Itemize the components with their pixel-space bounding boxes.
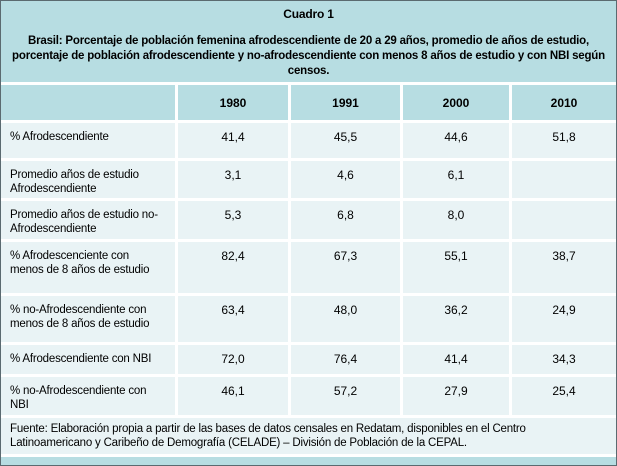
row-label: % no-Afrodescendiente con NBI (1, 377, 175, 415)
table-cell: 44,6 (403, 123, 509, 158)
table-cell: 76,4 (291, 345, 400, 374)
table-cell: 41,4 (403, 345, 509, 374)
column-header-2000: 2000 (403, 85, 509, 120)
table-cell: 34,3 (512, 345, 616, 374)
table-cell: 67,3 (291, 242, 400, 293)
column-header-2010: 2010 (512, 85, 616, 120)
table-cell: 4,6 (291, 161, 400, 198)
data-table: 1980 1991 2000 2010 % Afrodescendiente 4… (1, 82, 616, 457)
table-cell: 6,1 (403, 161, 509, 198)
table-cell: 8,0 (403, 201, 509, 239)
table-cell: 51,8 (512, 123, 616, 158)
table-cell: 55,1 (403, 242, 509, 293)
source-note: Fuente: Elaboración propia a partir de l… (1, 418, 616, 454)
table-cell: 57,2 (291, 377, 400, 415)
table-number-title: Cuadro 1 (283, 7, 334, 21)
row-label: Promedio años de estudio no-Afrodescendi… (1, 201, 175, 239)
table-cell: 38,7 (512, 242, 616, 293)
table-title-block: Cuadro 1 Brasil: Porcentaje de población… (1, 1, 616, 82)
column-header-1980: 1980 (178, 85, 288, 120)
table-cell: 48,0 (291, 296, 400, 342)
table-cell: 3,1 (178, 161, 288, 198)
row-label: % Afrodescendiente con NBI (1, 345, 175, 374)
table-cell: 82,4 (178, 242, 288, 293)
table-cell: 36,2 (403, 296, 509, 342)
table-cell (512, 201, 616, 239)
table-cell (512, 161, 616, 198)
table-cell: 63,4 (178, 296, 288, 342)
table-cell: 24,9 (512, 296, 616, 342)
table-cell: 45,5 (291, 123, 400, 158)
table-cell: 41,4 (178, 123, 288, 158)
column-header-1991: 1991 (291, 85, 400, 120)
row-label: % no-Afrodescendiente con menos de 8 año… (1, 296, 175, 342)
table-cell: 5,3 (178, 201, 288, 239)
table-subtitle: Brasil: Porcentaje de población femenina… (12, 35, 605, 77)
row-label: % Afrodescenciente con menos de 8 años d… (1, 242, 175, 293)
header-corner-cell (1, 85, 175, 120)
table-cell: 6,8 (291, 201, 400, 239)
table-cell: 72,0 (178, 345, 288, 374)
row-label: Promedio años de estudio Afrodescendient… (1, 161, 175, 198)
table-cell: 46,1 (178, 377, 288, 415)
table-cell: 25,4 (512, 377, 616, 415)
row-label: % Afrodescendiente (1, 123, 175, 158)
table-cell: 27,9 (403, 377, 509, 415)
